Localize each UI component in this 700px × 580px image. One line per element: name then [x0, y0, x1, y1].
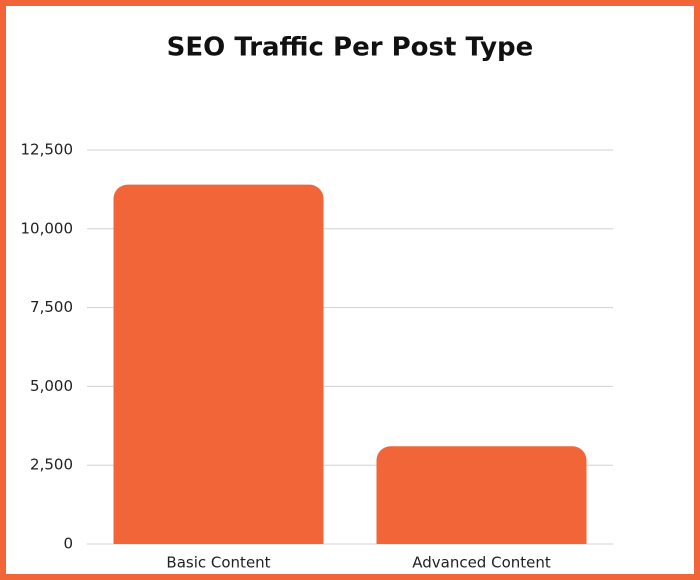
- y-tick-label: 10,000: [21, 219, 74, 237]
- y-tick-label: 5,000: [30, 377, 73, 395]
- x-tick-label: Basic Content: [166, 554, 270, 572]
- y-tick-label: 7,500: [30, 298, 73, 316]
- y-tick-label: 0: [63, 535, 73, 553]
- bar: [376, 446, 587, 544]
- x-tick-label: Advanced Content: [412, 554, 551, 572]
- bar: [113, 184, 324, 544]
- chart-title: SEO Traffic Per Post Type: [167, 33, 534, 63]
- y-tick-label: 2,500: [30, 456, 73, 474]
- y-tick-label: 12,500: [21, 141, 74, 159]
